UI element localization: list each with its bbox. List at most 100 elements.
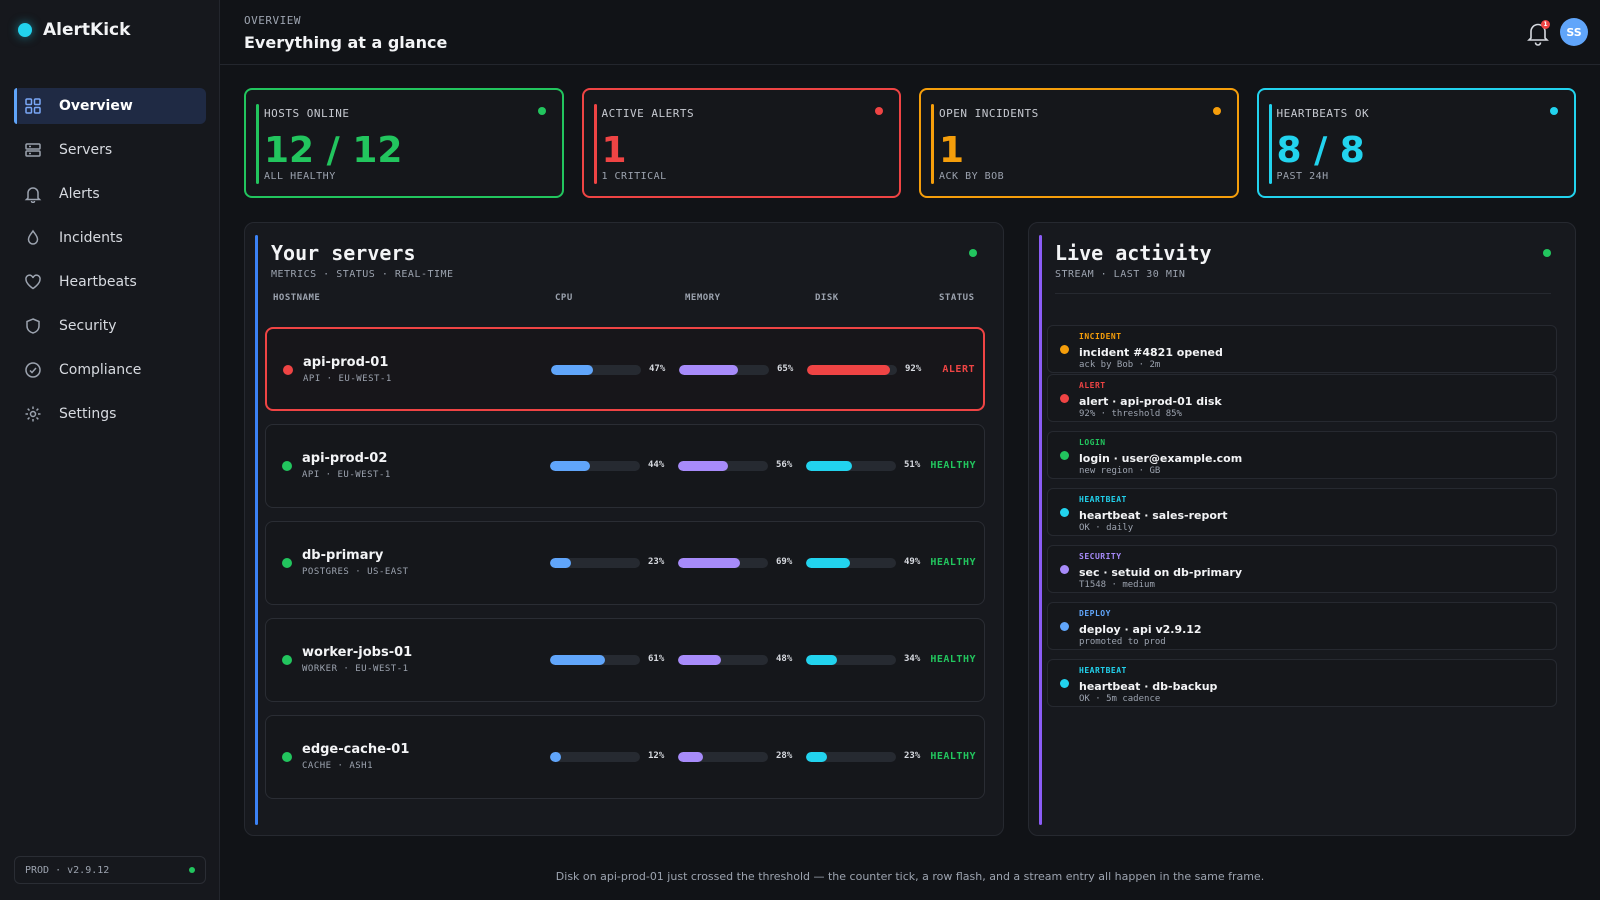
event-type-dot bbox=[1060, 394, 1069, 403]
activity-event[interactable]: HEARTBEAT heartbeat · db-backup OK · 5m … bbox=[1047, 659, 1557, 707]
bell-icon bbox=[24, 185, 42, 203]
sidebar-item-label: Security bbox=[59, 318, 117, 334]
column-header-status[interactable]: STATUS bbox=[939, 293, 975, 303]
disk-gauge-fill bbox=[807, 365, 890, 375]
memory-gauge bbox=[678, 558, 768, 568]
event-description: ack by Bob · 2m bbox=[1079, 360, 1161, 370]
grid-icon bbox=[24, 97, 42, 115]
memory-percent: 56% bbox=[776, 460, 793, 470]
sidebar-item-settings[interactable]: Settings bbox=[14, 396, 206, 432]
stat-status-dot bbox=[875, 107, 883, 115]
cpu-percent: 44% bbox=[648, 460, 665, 470]
sidebar-item-heartbeats[interactable]: Heartbeats bbox=[14, 264, 206, 300]
disk-percent: 23% bbox=[904, 751, 921, 761]
stat-value: 12 / 12 bbox=[264, 130, 403, 171]
event-title: alert · api-prod-01 disk bbox=[1079, 395, 1222, 408]
activity-event[interactable]: ALERT alert · api-prod-01 disk 92% · thr… bbox=[1047, 374, 1557, 422]
panel-accent-bar bbox=[255, 235, 258, 825]
brand-name: AlertKick bbox=[43, 20, 131, 40]
sidebar-item-security[interactable]: Security bbox=[14, 308, 206, 344]
sidebar-item-overview[interactable]: Overview bbox=[14, 88, 206, 124]
memory-percent: 48% bbox=[776, 654, 793, 664]
activity-title: Live activity bbox=[1055, 241, 1212, 265]
table-row[interactable]: worker-jobs-01 WORKER · EU-WEST-1 61% 48% 34… bbox=[265, 618, 985, 702]
check-circle-icon bbox=[24, 361, 42, 379]
server-status-label: ALERT bbox=[942, 364, 975, 375]
activity-event[interactable]: SECURITY sec · setuid on db-primary T154… bbox=[1047, 545, 1557, 593]
sidebar-item-alerts[interactable]: Alerts bbox=[14, 176, 206, 212]
shield-icon bbox=[24, 317, 42, 335]
brand[interactable]: AlertKick bbox=[18, 20, 130, 40]
event-type-dot bbox=[1060, 679, 1069, 688]
stat-card-heartbeats-ok[interactable]: HEARTBEATS OK 8 / 8 PAST 24H bbox=[1256, 88, 1576, 198]
event-title: heartbeat · db-backup bbox=[1079, 680, 1218, 693]
stat-subtext: PAST 24H bbox=[1276, 171, 1329, 182]
memory-percent: 65% bbox=[777, 364, 794, 374]
cpu-percent: 47% bbox=[649, 364, 666, 374]
environment-badge: PROD · v2.9.12 bbox=[14, 856, 206, 884]
sidebar-item-label: Settings bbox=[59, 406, 117, 422]
server-meta: WORKER · EU-WEST-1 bbox=[302, 664, 409, 674]
table-row[interactable]: api-prod-02 API · EU-WEST-1 44% 56% 51% HEALT… bbox=[265, 424, 985, 508]
activity-event[interactable]: DEPLOY deploy · api v2.9.12 promoted to … bbox=[1047, 602, 1557, 650]
memory-gauge-fill bbox=[678, 558, 741, 568]
sidebar-item-servers[interactable]: Servers bbox=[14, 132, 206, 168]
cpu-percent: 23% bbox=[648, 557, 665, 567]
table-row[interactable]: edge-cache-01 CACHE · ASH1 12% 28% 23% HEALTH… bbox=[265, 715, 985, 799]
avatar[interactable]: SS bbox=[1560, 18, 1588, 46]
divider bbox=[1055, 293, 1551, 294]
column-header-hostname[interactable]: HOSTNAME bbox=[273, 293, 321, 303]
sidebar-item-incidents[interactable]: Incidents bbox=[14, 220, 206, 256]
server-hostname: worker-jobs-01 bbox=[302, 645, 413, 660]
column-header-memory[interactable]: MEMORY bbox=[685, 293, 721, 303]
table-row[interactable]: api-prod-01 API · EU-WEST-1 47% 65% 92% ALERT bbox=[265, 327, 985, 411]
event-type: HEARTBEAT bbox=[1079, 666, 1127, 675]
activity-event[interactable]: LOGIN login · user@example.com new regio… bbox=[1047, 431, 1557, 479]
table-row[interactable]: db-primary POSTGRES · US-EAST 23% 69% 49% HEA… bbox=[265, 521, 985, 605]
server-status-label: HEALTHY bbox=[930, 654, 976, 665]
cpu-gauge bbox=[550, 752, 640, 762]
server-hostname: api-prod-02 bbox=[302, 451, 388, 466]
breadcrumb: OVERVIEW bbox=[244, 14, 301, 27]
activity-live-dot bbox=[1543, 249, 1551, 257]
server-status-label: HEALTHY bbox=[930, 751, 976, 762]
disk-gauge bbox=[806, 655, 896, 665]
activity-event[interactable]: HEARTBEAT heartbeat · sales-report OK · … bbox=[1047, 488, 1557, 536]
event-description: new region · GB bbox=[1079, 466, 1161, 476]
event-title: sec · setuid on db-primary bbox=[1079, 566, 1243, 579]
event-type-dot bbox=[1060, 622, 1069, 631]
cpu-percent: 61% bbox=[648, 654, 665, 664]
server-meta: API · EU-WEST-1 bbox=[303, 374, 392, 384]
cpu-gauge-fill bbox=[550, 461, 590, 471]
server-status-dot bbox=[282, 655, 292, 665]
stat-status-dot bbox=[537, 107, 546, 115]
stat-card-open-incidents[interactable]: OPEN INCIDENTS 1 ACK BY BOB bbox=[919, 88, 1239, 198]
sidebar-item-label: Heartbeats bbox=[59, 274, 137, 290]
environment-label: PROD · v2.9.12 bbox=[25, 864, 110, 876]
event-description: promoted to prod bbox=[1079, 637, 1166, 647]
stat-subtext: ACK BY BOB bbox=[939, 171, 1005, 182]
notifications-button[interactable]: 1 bbox=[1525, 20, 1551, 46]
event-title: login · user@example.com bbox=[1079, 452, 1243, 465]
gear-icon bbox=[24, 405, 42, 423]
servers-live-dot bbox=[969, 249, 977, 257]
stat-status-dot bbox=[1550, 107, 1558, 115]
memory-percent: 69% bbox=[776, 557, 793, 567]
disk-gauge bbox=[806, 558, 896, 568]
stat-card-active-alerts[interactable]: ACTIVE ALERTS 1 1 CRITICAL bbox=[581, 88, 901, 198]
column-header-cpu[interactable]: CPU bbox=[555, 293, 573, 303]
stat-status-dot bbox=[1212, 107, 1221, 115]
stat-label: HOSTS ONLINE bbox=[264, 107, 350, 120]
server-hostname: api-prod-01 bbox=[303, 355, 389, 370]
cpu-gauge bbox=[550, 461, 640, 471]
disk-percent: 34% bbox=[904, 654, 921, 664]
sidebar-item-label: Alerts bbox=[59, 186, 100, 202]
event-type: ALERT bbox=[1079, 381, 1106, 390]
server-hostname: edge-cache-01 bbox=[302, 742, 410, 757]
stat-label: OPEN INCIDENTS bbox=[939, 107, 1039, 120]
stat-card-hosts-online[interactable]: HOSTS ONLINE 12 / 12 ALL HEALTHY bbox=[244, 88, 564, 198]
sidebar-item-compliance[interactable]: Compliance bbox=[14, 352, 206, 388]
activity-event[interactable]: INCIDENT incident #4821 opened ack by Bo… bbox=[1047, 325, 1557, 373]
memory-percent: 28% bbox=[776, 751, 793, 761]
column-header-disk[interactable]: DISK bbox=[815, 293, 839, 303]
